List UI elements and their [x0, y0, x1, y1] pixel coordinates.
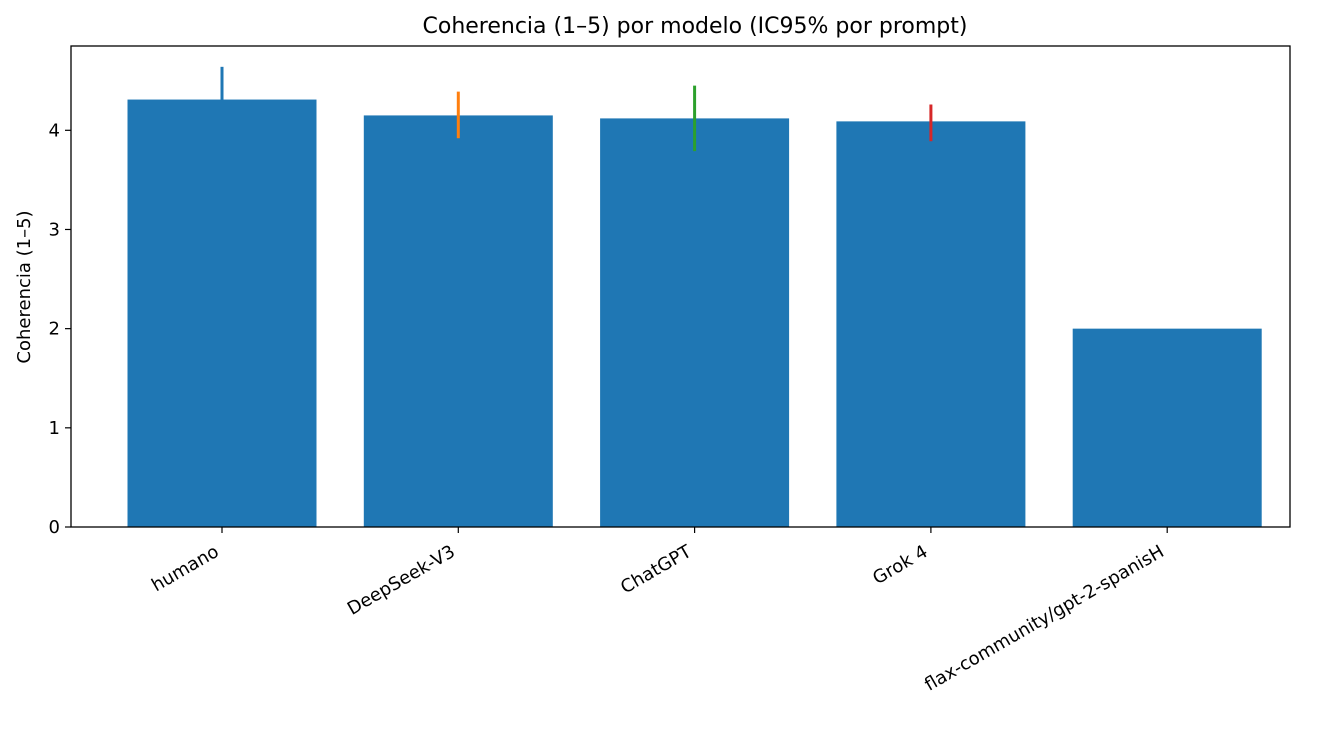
bar	[127, 99, 317, 528]
bar	[1072, 328, 1262, 527]
y-axis: 0 1 2 3 4	[49, 120, 71, 538]
bars-group	[127, 99, 1262, 528]
error-bars-group	[220, 66, 933, 152]
plot-frame	[70, 45, 1291, 528]
bar	[836, 121, 1026, 527]
y-tick-label: 3	[49, 219, 60, 240]
bar	[363, 115, 553, 528]
y-tick-label: 2	[49, 319, 60, 340]
bar	[600, 118, 790, 527]
y-tick-label: 1	[49, 418, 60, 439]
chart-title: Coherencia (1–5) por modelo (IC95% por p…	[423, 14, 968, 39]
y-tick-label: 4	[49, 120, 60, 141]
y-axis-label: Coherencia (1–5)	[14, 210, 35, 363]
y-tick-label: 0	[49, 517, 60, 538]
